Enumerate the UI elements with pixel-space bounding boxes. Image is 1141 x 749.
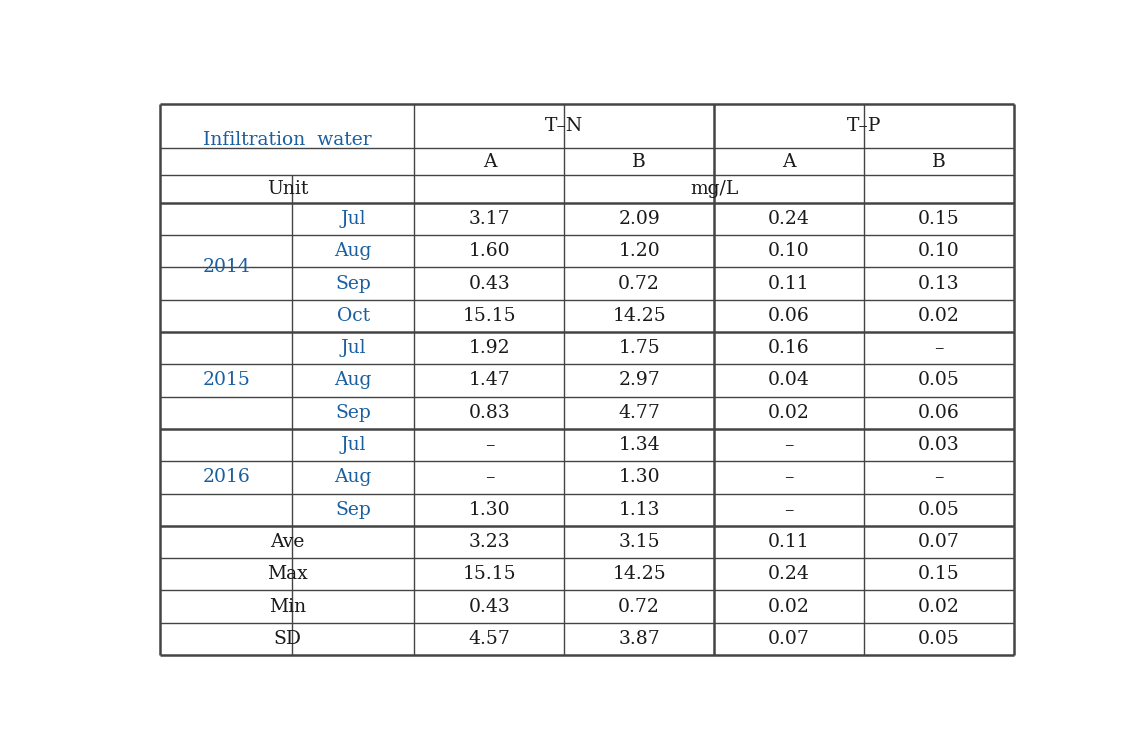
Text: 3.23: 3.23 — [469, 533, 510, 551]
Text: 2015: 2015 — [202, 372, 250, 389]
Text: 0.24: 0.24 — [768, 210, 810, 228]
Text: 0.05: 0.05 — [917, 372, 960, 389]
Text: A: A — [483, 153, 496, 171]
Text: 0.11: 0.11 — [768, 533, 810, 551]
Text: 1.34: 1.34 — [618, 436, 659, 454]
Text: Ave: Ave — [270, 533, 305, 551]
Text: 1.20: 1.20 — [618, 242, 659, 261]
Text: –: – — [784, 436, 794, 454]
Text: Sep: Sep — [335, 404, 371, 422]
Text: B: B — [632, 153, 646, 171]
Text: 0.83: 0.83 — [469, 404, 510, 422]
Text: 0.15: 0.15 — [917, 565, 960, 583]
Text: 14.25: 14.25 — [613, 307, 666, 325]
Text: –: – — [485, 436, 494, 454]
Text: 0.10: 0.10 — [768, 242, 810, 261]
Text: 4.57: 4.57 — [469, 630, 510, 648]
Text: 0.02: 0.02 — [768, 404, 810, 422]
Text: 0.43: 0.43 — [469, 275, 510, 293]
Text: 0.05: 0.05 — [917, 501, 960, 519]
Text: 0.06: 0.06 — [917, 404, 960, 422]
Text: Aug: Aug — [334, 242, 372, 261]
Text: Aug: Aug — [334, 468, 372, 486]
Text: 0.02: 0.02 — [768, 598, 810, 616]
Text: SD: SD — [274, 630, 301, 648]
Text: –: – — [934, 339, 944, 357]
Text: T–N: T–N — [545, 117, 583, 135]
Text: Jul: Jul — [340, 210, 366, 228]
Text: 1.30: 1.30 — [469, 501, 510, 519]
Text: –: – — [784, 501, 794, 519]
Text: 3.17: 3.17 — [469, 210, 510, 228]
Text: 0.43: 0.43 — [469, 598, 510, 616]
Text: 2014: 2014 — [202, 258, 250, 276]
Text: 0.07: 0.07 — [768, 630, 810, 648]
Text: Oct: Oct — [337, 307, 370, 325]
Text: 2016: 2016 — [202, 468, 250, 486]
Text: 0.02: 0.02 — [917, 307, 960, 325]
Text: –: – — [485, 468, 494, 486]
Text: 0.24: 0.24 — [768, 565, 810, 583]
Text: 1.30: 1.30 — [618, 468, 659, 486]
Text: 1.92: 1.92 — [469, 339, 510, 357]
Text: Jul: Jul — [340, 436, 366, 454]
Text: 1.75: 1.75 — [618, 339, 659, 357]
Text: Infiltration  water: Infiltration water — [203, 131, 372, 149]
Text: A: A — [783, 153, 795, 171]
Text: 0.72: 0.72 — [618, 598, 661, 616]
Text: 0.13: 0.13 — [917, 275, 960, 293]
Text: 3.87: 3.87 — [618, 630, 659, 648]
Text: Unit: Unit — [267, 180, 308, 198]
Text: 1.13: 1.13 — [618, 501, 659, 519]
Text: 1.47: 1.47 — [469, 372, 510, 389]
Text: 0.16: 0.16 — [768, 339, 810, 357]
Text: Sep: Sep — [335, 275, 371, 293]
Text: 1.60: 1.60 — [469, 242, 510, 261]
Text: –: – — [934, 468, 944, 486]
Text: 0.05: 0.05 — [917, 630, 960, 648]
Text: 0.10: 0.10 — [917, 242, 960, 261]
Text: 0.02: 0.02 — [917, 598, 960, 616]
Text: 0.03: 0.03 — [917, 436, 960, 454]
Text: Aug: Aug — [334, 372, 372, 389]
Text: Sep: Sep — [335, 501, 371, 519]
Text: Min: Min — [269, 598, 306, 616]
Text: mg/L: mg/L — [690, 180, 738, 198]
Text: 0.15: 0.15 — [917, 210, 960, 228]
Text: 0.72: 0.72 — [618, 275, 661, 293]
Text: 14.25: 14.25 — [613, 565, 666, 583]
Text: B: B — [932, 153, 946, 171]
Text: Jul: Jul — [340, 339, 366, 357]
Text: 0.06: 0.06 — [768, 307, 810, 325]
Text: 2.97: 2.97 — [618, 372, 659, 389]
Text: 0.07: 0.07 — [917, 533, 960, 551]
Text: –: – — [784, 468, 794, 486]
Text: 4.77: 4.77 — [618, 404, 661, 422]
Text: 0.04: 0.04 — [768, 372, 810, 389]
Text: 2.09: 2.09 — [618, 210, 659, 228]
Text: 15.15: 15.15 — [462, 565, 516, 583]
Text: 0.11: 0.11 — [768, 275, 810, 293]
Text: 3.15: 3.15 — [618, 533, 659, 551]
Text: Max: Max — [267, 565, 308, 583]
Text: 15.15: 15.15 — [462, 307, 516, 325]
Text: T–P: T–P — [847, 117, 881, 135]
